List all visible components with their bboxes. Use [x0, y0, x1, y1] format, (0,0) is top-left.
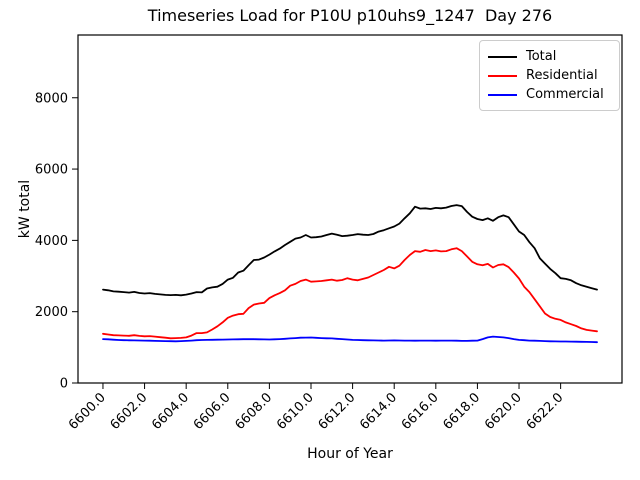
- y-tick-label: 6000: [35, 163, 68, 178]
- legend-line-swatch: [488, 93, 517, 96]
- series-line-residential: [102, 247, 598, 340]
- x-tick-label: 6606.0: [191, 390, 234, 433]
- chart-title: Timeseries Load for P10U p10uhs9_1247 Da…: [147, 6, 553, 25]
- x-tick-label: 6608.0: [232, 390, 275, 433]
- y-tick-label: 2000: [35, 305, 68, 320]
- legend-line-swatch: [488, 74, 517, 77]
- legend-label: Residential: [526, 68, 598, 83]
- x-tick-label: 6600.0: [66, 390, 109, 433]
- y-tick-label: 0: [60, 377, 68, 392]
- y-tick-label: 4000: [35, 234, 68, 249]
- legend-entry-commercial: Commercial: [488, 85, 611, 104]
- x-tick-label: 6622.0: [524, 390, 567, 433]
- x-tick-label: 6616.0: [399, 390, 442, 433]
- x-tick-label: 6620.0: [482, 390, 525, 433]
- series-line-commercial: [102, 335, 598, 344]
- x-tick-label: 6604.0: [149, 390, 192, 433]
- y-axis-ticks: 0 2000 4000 6000 8000: [35, 91, 78, 392]
- legend-label: Total: [526, 49, 557, 64]
- y-tick-label: 8000: [35, 91, 68, 106]
- plot-border: [77, 34, 623, 384]
- series-line-total: [102, 204, 598, 297]
- x-axis-label: Hour of Year: [307, 446, 393, 462]
- x-tick-label: 6612.0: [316, 390, 359, 433]
- x-tick-label: 6614.0: [357, 390, 400, 433]
- legend-entry-residential: Residential: [488, 66, 611, 85]
- x-tick-label: 6618.0: [440, 390, 483, 433]
- x-tick-label: 6610.0: [274, 390, 317, 433]
- legend-entry-total: Total: [488, 47, 611, 66]
- legend: Total Residential Commercial: [479, 40, 620, 111]
- x-axis-ticks: 6600.06602.06604.06606.06608.06610.06612…: [66, 383, 566, 433]
- legend-line-swatch: [488, 55, 517, 58]
- x-tick-label: 6602.0: [108, 390, 151, 433]
- legend-label: Commercial: [526, 87, 604, 102]
